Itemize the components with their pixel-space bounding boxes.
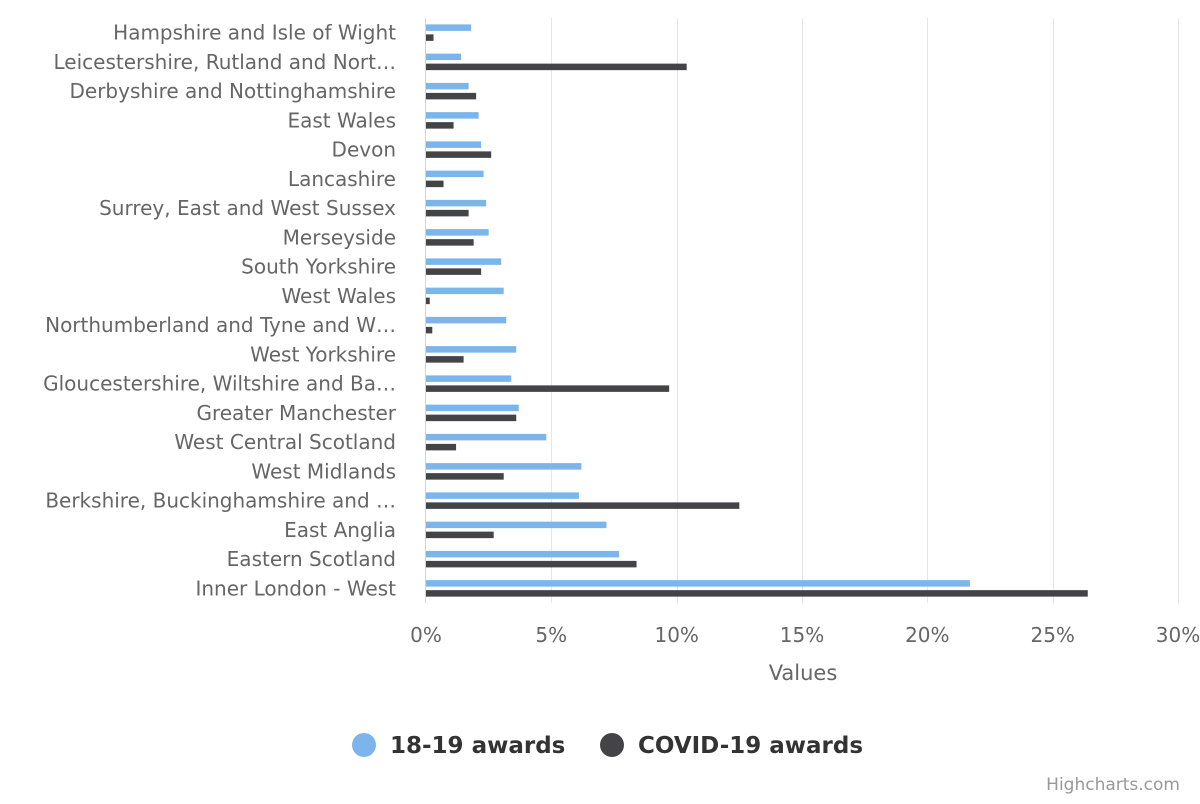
bar-series1[interactable] bbox=[426, 199, 487, 207]
bar-series1[interactable] bbox=[426, 521, 607, 529]
bar-series2[interactable] bbox=[426, 34, 434, 41]
bar-series1[interactable] bbox=[426, 316, 507, 324]
category-label: Northumberland and Tyne and W… bbox=[45, 313, 396, 337]
category-label: Inner London - West bbox=[195, 576, 396, 600]
category-labels: Hampshire and Isle of Wight Leicestershir… bbox=[43, 21, 397, 601]
bar-series2[interactable] bbox=[426, 239, 474, 246]
legend-item[interactable]: 18-19 awards bbox=[352, 733, 565, 759]
bar-series1[interactable] bbox=[426, 170, 484, 178]
bar-series2[interactable] bbox=[426, 590, 1088, 597]
bar-series1[interactable] bbox=[426, 24, 472, 31]
bar-series2[interactable] bbox=[426, 63, 687, 71]
bars bbox=[426, 24, 1088, 597]
x-tick-label: 0% bbox=[410, 623, 442, 647]
bar-series1[interactable] bbox=[426, 375, 512, 382]
category-label: Surrey, East and West Sussex bbox=[99, 196, 396, 220]
category-label: Lancashire bbox=[288, 167, 396, 191]
category-label: East Wales bbox=[287, 108, 396, 132]
bar-series2[interactable] bbox=[426, 151, 492, 158]
bar-series2[interactable] bbox=[426, 414, 517, 422]
bar-series2[interactable] bbox=[426, 356, 464, 363]
category-label: Leicestershire, Rutland and Nort… bbox=[54, 50, 397, 74]
x-tick-label: 10% bbox=[654, 623, 698, 647]
bar-series1[interactable] bbox=[426, 433, 547, 441]
bar-series2[interactable] bbox=[426, 180, 444, 188]
bar-series1[interactable] bbox=[426, 463, 582, 470]
bar-series1[interactable] bbox=[426, 404, 519, 412]
bar-series1[interactable] bbox=[426, 492, 579, 499]
credits-link[interactable]: Highcharts.com bbox=[1046, 775, 1180, 795]
grid-lines bbox=[425, 18, 1179, 603]
category-label: Derbyshire and Nottinghamshire bbox=[69, 79, 396, 103]
category-label: West Yorkshire bbox=[250, 342, 396, 366]
bar-series2[interactable] bbox=[426, 268, 482, 275]
bar-series2[interactable] bbox=[426, 531, 494, 539]
category-label: West Wales bbox=[281, 284, 396, 308]
legend: 18-19 awards COVID-19 awards bbox=[352, 733, 863, 759]
bar-series2[interactable] bbox=[426, 560, 637, 568]
bar-series2[interactable] bbox=[426, 443, 457, 451]
category-label: West Central Scotland bbox=[174, 430, 396, 454]
category-label: Eastern Scotland bbox=[227, 547, 396, 571]
bar-series1[interactable] bbox=[426, 287, 504, 295]
bar-series1[interactable] bbox=[426, 141, 482, 148]
bar-series2[interactable] bbox=[426, 473, 504, 480]
bar-series1[interactable] bbox=[426, 346, 517, 353]
category-label: Greater Manchester bbox=[196, 401, 396, 425]
category-label: West Midlands bbox=[251, 459, 396, 483]
bar-series2[interactable] bbox=[426, 502, 740, 509]
category-label: Merseyside bbox=[283, 225, 396, 249]
x-tick-label: 30% bbox=[1156, 623, 1200, 647]
x-tick-label: 15% bbox=[780, 623, 824, 647]
bar-series2[interactable] bbox=[426, 122, 454, 129]
legend-label: COVID-19 awards bbox=[638, 733, 863, 759]
axis-title: Values bbox=[769, 661, 838, 685]
category-label: East Anglia bbox=[284, 518, 396, 542]
bar-series2[interactable] bbox=[426, 209, 469, 217]
legend-item[interactable]: COVID-19 awards bbox=[600, 733, 863, 759]
x-tick-label: 25% bbox=[1030, 623, 1074, 647]
category-label: Gloucestershire, Wiltshire and Ba… bbox=[43, 372, 396, 396]
category-label: South Yorkshire bbox=[241, 255, 396, 279]
bar-series1[interactable] bbox=[426, 82, 469, 90]
x-tick-labels: 0% 5% 10% 15% 20% 25% 30% bbox=[410, 623, 1200, 647]
bar-series1[interactable] bbox=[426, 53, 462, 61]
legend-marker bbox=[352, 733, 376, 757]
bar-series2[interactable] bbox=[426, 297, 430, 305]
category-label: Devon bbox=[332, 138, 396, 162]
bar-series1[interactable] bbox=[426, 580, 970, 587]
bar-series1[interactable] bbox=[426, 112, 479, 119]
x-tick-label: 5% bbox=[535, 623, 567, 647]
legend-marker bbox=[600, 733, 624, 757]
bar-series2[interactable] bbox=[426, 385, 670, 392]
bar-series2[interactable] bbox=[426, 326, 433, 334]
x-tick-label: 20% bbox=[905, 623, 949, 647]
bar-series2[interactable] bbox=[426, 92, 477, 100]
category-label: Berkshire, Buckinghamshire and … bbox=[45, 489, 396, 513]
bar-series1[interactable] bbox=[426, 550, 620, 558]
legend-label: 18-19 awards bbox=[390, 733, 565, 759]
category-label: Hampshire and Isle of Wight bbox=[113, 21, 396, 45]
bar-series1[interactable] bbox=[426, 229, 489, 236]
bar-series1[interactable] bbox=[426, 258, 502, 265]
